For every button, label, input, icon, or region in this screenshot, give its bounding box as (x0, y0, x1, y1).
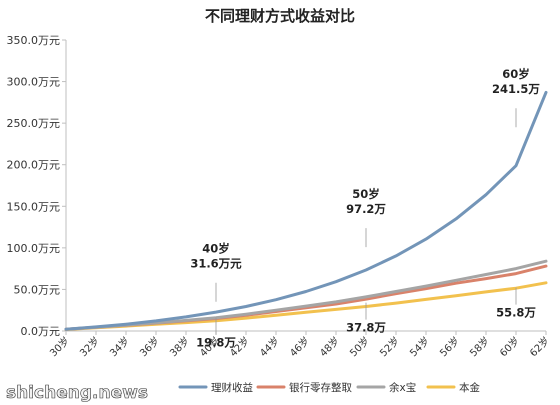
x-tick-label: 56岁 (437, 334, 462, 359)
x-tick-label: 52岁 (377, 334, 402, 359)
x-tick-label: 34岁 (107, 334, 132, 359)
x-tick-label: 38岁 (167, 334, 192, 359)
series-layer (64, 90, 548, 331)
x-tick-label: 54岁 (407, 334, 432, 359)
x-tick-label: 58岁 (467, 334, 492, 359)
annotation-label: 40岁 (202, 242, 230, 256)
chart-title: 不同理财方式收益对比 (205, 7, 355, 25)
annotation-label: 97.2万 (346, 202, 386, 216)
y-tick-label: 150.0万元 (7, 200, 61, 213)
x-tick-label: 48岁 (317, 334, 342, 359)
y-tick-label: 200.0万元 (7, 159, 61, 172)
x-tick-label: 44岁 (257, 334, 282, 359)
x-tick-label: 36岁 (137, 334, 162, 359)
x-tick-label: 60岁 (497, 334, 522, 359)
annotation-label: 60岁 (502, 67, 530, 81)
annotation-label: 50岁 (352, 187, 380, 201)
annotation-label: 31.6万元 (190, 257, 242, 271)
annotation-label: 37.8万 (346, 321, 386, 335)
x-tick-label: 50岁 (347, 334, 372, 359)
y-tick-label: 100.0万元 (7, 242, 61, 255)
series-line-0 (64, 90, 548, 331)
y-tick-label: 250.0万元 (7, 117, 61, 130)
x-tick-label: 32岁 (77, 334, 102, 359)
y-tick-label: 50.0万元 (14, 283, 61, 296)
y-tick-label: 350.0万元 (7, 34, 61, 47)
legend-label: 余x宝 (389, 381, 416, 394)
series-line-2 (64, 259, 548, 331)
annotation-label: 55.8万 (496, 306, 536, 320)
x-tick-label: 62岁 (527, 334, 552, 359)
legend: 理财收益 银行零存整取 余x宝 本金 (178, 381, 480, 394)
y-tick-label: 0.0万元 (21, 325, 61, 338)
x-tick-label: 46岁 (287, 334, 312, 359)
annotation-label: 19.8万 (196, 336, 236, 350)
y-tick-label: 300.0万元 (7, 76, 61, 89)
annotation-label: 241.5万 (492, 82, 540, 96)
legend-label: 银行零存整取 (289, 381, 352, 394)
legend-label: 本金 (459, 381, 480, 394)
watermark-text: shicheng.news (6, 383, 148, 403)
legend-label: 理财收益 (211, 381, 253, 394)
